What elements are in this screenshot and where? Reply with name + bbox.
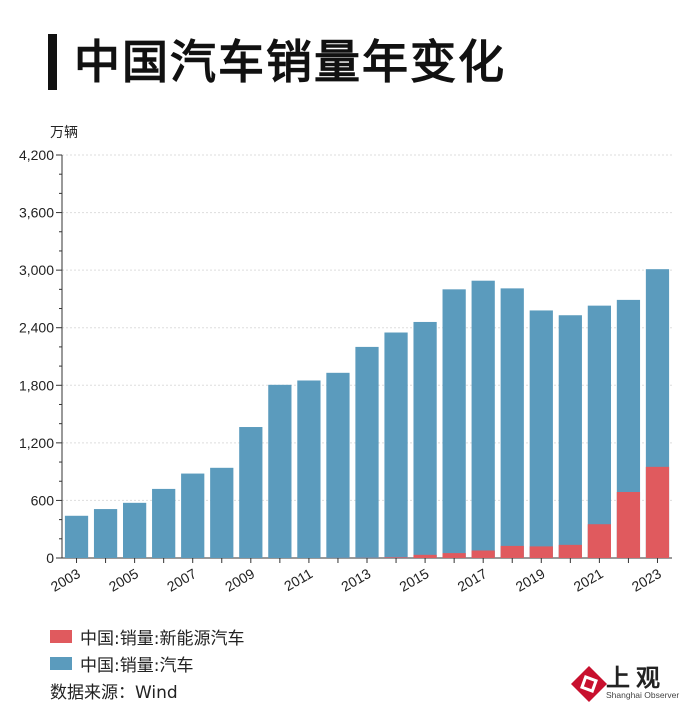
bar-cars bbox=[181, 473, 205, 558]
bar-cars bbox=[384, 332, 408, 558]
bar-cars bbox=[413, 321, 437, 558]
x-tick-label: 2015 bbox=[397, 565, 432, 595]
x-tick-label: 2005 bbox=[106, 565, 141, 595]
bar-cars bbox=[210, 467, 234, 558]
legend-swatch-cars bbox=[50, 657, 72, 670]
bar-cars bbox=[239, 427, 263, 558]
x-tick-label: 2019 bbox=[513, 565, 548, 595]
shanghai-observer-logo bbox=[571, 666, 607, 702]
bar-cars bbox=[558, 315, 582, 558]
x-tick-label: 2007 bbox=[164, 565, 199, 595]
bar-nev bbox=[529, 546, 553, 558]
title-accent-bar bbox=[48, 34, 57, 90]
x-tick-label: 2017 bbox=[455, 565, 490, 595]
bar-chart: 万辆 0 600 1,200 1,800 2,400 3,000 3,600 4,200 2003… bbox=[19, 125, 672, 595]
bar-cars bbox=[326, 372, 350, 558]
bar-nev bbox=[413, 554, 437, 558]
bar-nev bbox=[500, 545, 524, 558]
legend-item-nev: 中国:销量:新能源汽车 bbox=[50, 624, 244, 649]
bar-cars bbox=[297, 380, 321, 558]
x-tick-label: 2009 bbox=[222, 565, 257, 595]
bar-cars bbox=[355, 346, 379, 558]
legend-item-cars: 中国:销量:汽车 bbox=[50, 651, 193, 676]
data-source: 数据来源：Wind bbox=[50, 683, 178, 703]
bar-cars bbox=[268, 384, 292, 558]
bar-cars bbox=[64, 515, 89, 558]
legend-label-cars: 中国:销量:汽车 bbox=[80, 656, 194, 676]
y-axis-label: 万辆 bbox=[50, 125, 78, 141]
bar-nev bbox=[645, 466, 670, 558]
y-tick-label: 3,600 bbox=[19, 205, 54, 221]
bar-nev bbox=[616, 491, 641, 558]
y-tick-label: 0 bbox=[46, 550, 54, 566]
bar-cars bbox=[529, 310, 553, 558]
bar-cars bbox=[442, 289, 466, 558]
x-tick-label: 2021 bbox=[571, 565, 606, 595]
y-tick-label: 1,800 bbox=[19, 377, 54, 393]
bar-nev bbox=[384, 557, 408, 558]
logo-mark-icon bbox=[571, 666, 607, 702]
bar-cars bbox=[587, 305, 611, 558]
y-tick-label: 1,200 bbox=[19, 435, 54, 451]
bar-cars bbox=[152, 488, 176, 558]
y-tick-label: 3,000 bbox=[19, 262, 54, 278]
logo-text: 上观 bbox=[606, 664, 666, 692]
bar-cars bbox=[500, 288, 524, 558]
bar-nev bbox=[442, 553, 466, 558]
y-tick-label: 4,200 bbox=[19, 147, 54, 163]
chart-title: 中国汽车销量年变化 bbox=[74, 35, 506, 89]
bar-nev bbox=[471, 550, 495, 558]
x-tick-label: 2003 bbox=[48, 565, 83, 595]
legend-label-nev: 中国:销量:新能源汽车 bbox=[80, 629, 245, 649]
bar-cars bbox=[123, 502, 147, 558]
y-tick-label: 2,400 bbox=[19, 320, 54, 336]
legend-swatch-nev bbox=[50, 630, 72, 643]
x-tick-label: 2023 bbox=[629, 565, 664, 595]
bar-nev bbox=[558, 544, 582, 558]
bar-cars bbox=[93, 509, 118, 558]
bar-cars bbox=[471, 280, 495, 558]
x-tick-label: 2011 bbox=[281, 565, 315, 594]
logo-subtext: Shanghai Observer bbox=[606, 690, 680, 700]
x-tick-label: 2013 bbox=[338, 565, 373, 595]
y-tick-label: 600 bbox=[31, 492, 55, 508]
bar-nev bbox=[587, 524, 611, 558]
